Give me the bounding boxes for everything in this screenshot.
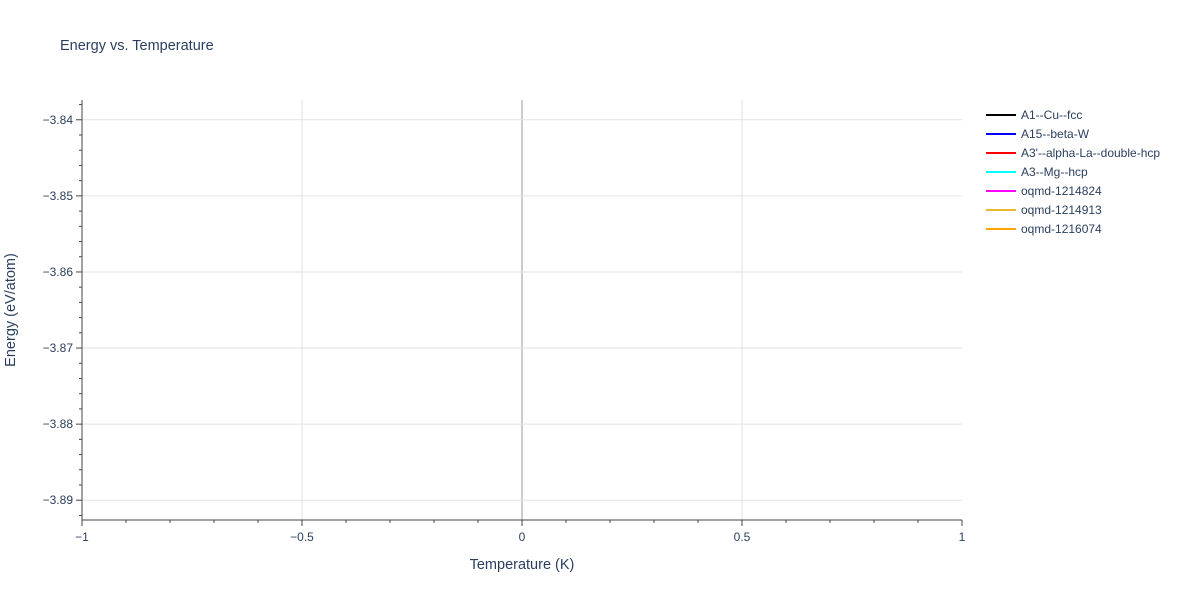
y-tick-label: −3.89	[43, 493, 74, 507]
y-axis-label: Energy (eV/atom)	[3, 253, 19, 367]
y-tick-label: −3.88	[43, 417, 74, 431]
legend-label: A3'--alpha-La--double-hcp	[1021, 146, 1160, 160]
x-tick-label: 1	[959, 530, 966, 544]
y-tick-label: −3.87	[43, 341, 74, 355]
legend-item[interactable]: A3--Mg--hcp	[986, 165, 1088, 179]
axes: −1 −0.5 0 0.5 1 −3.84 −3.85 −3.86 −3.87 −3.88 −3.8…	[43, 100, 966, 544]
chart-title: Energy vs. Temperature	[60, 38, 214, 54]
legend-label: A3--Mg--hcp	[1021, 165, 1088, 179]
x-tick-label: −0.5	[290, 530, 314, 544]
x-tick-label: −1	[75, 530, 89, 544]
y-tick-label: −3.84	[43, 113, 74, 127]
legend-item[interactable]: A1--Cu--fcc	[986, 108, 1082, 122]
x-tick-label: 0	[519, 530, 526, 544]
legend[interactable]: A1--Cu--fcc A15--beta-W A3'--alpha-La--dou…	[986, 108, 1160, 236]
legend-item[interactable]: oqmd-1214913	[986, 203, 1102, 217]
x-tick-label: 0.5	[734, 530, 751, 544]
y-tick-label: −3.85	[43, 189, 74, 203]
legend-item[interactable]: oqmd-1216074	[986, 222, 1102, 236]
x-axis-label: Temperature (K)	[470, 557, 575, 573]
legend-item[interactable]: A3'--alpha-La--double-hcp	[986, 146, 1160, 160]
legend-item[interactable]: A15--beta-W	[986, 127, 1090, 141]
legend-label: oqmd-1214913	[1021, 203, 1102, 217]
legend-label: A1--Cu--fcc	[1021, 108, 1082, 122]
grid	[82, 100, 962, 520]
legend-label: oqmd-1216074	[1021, 222, 1102, 236]
legend-label: oqmd-1214824	[1021, 184, 1102, 198]
legend-item[interactable]: oqmd-1214824	[986, 184, 1102, 198]
y-tick-label: −3.86	[43, 265, 74, 279]
legend-label: A15--beta-W	[1021, 127, 1090, 141]
